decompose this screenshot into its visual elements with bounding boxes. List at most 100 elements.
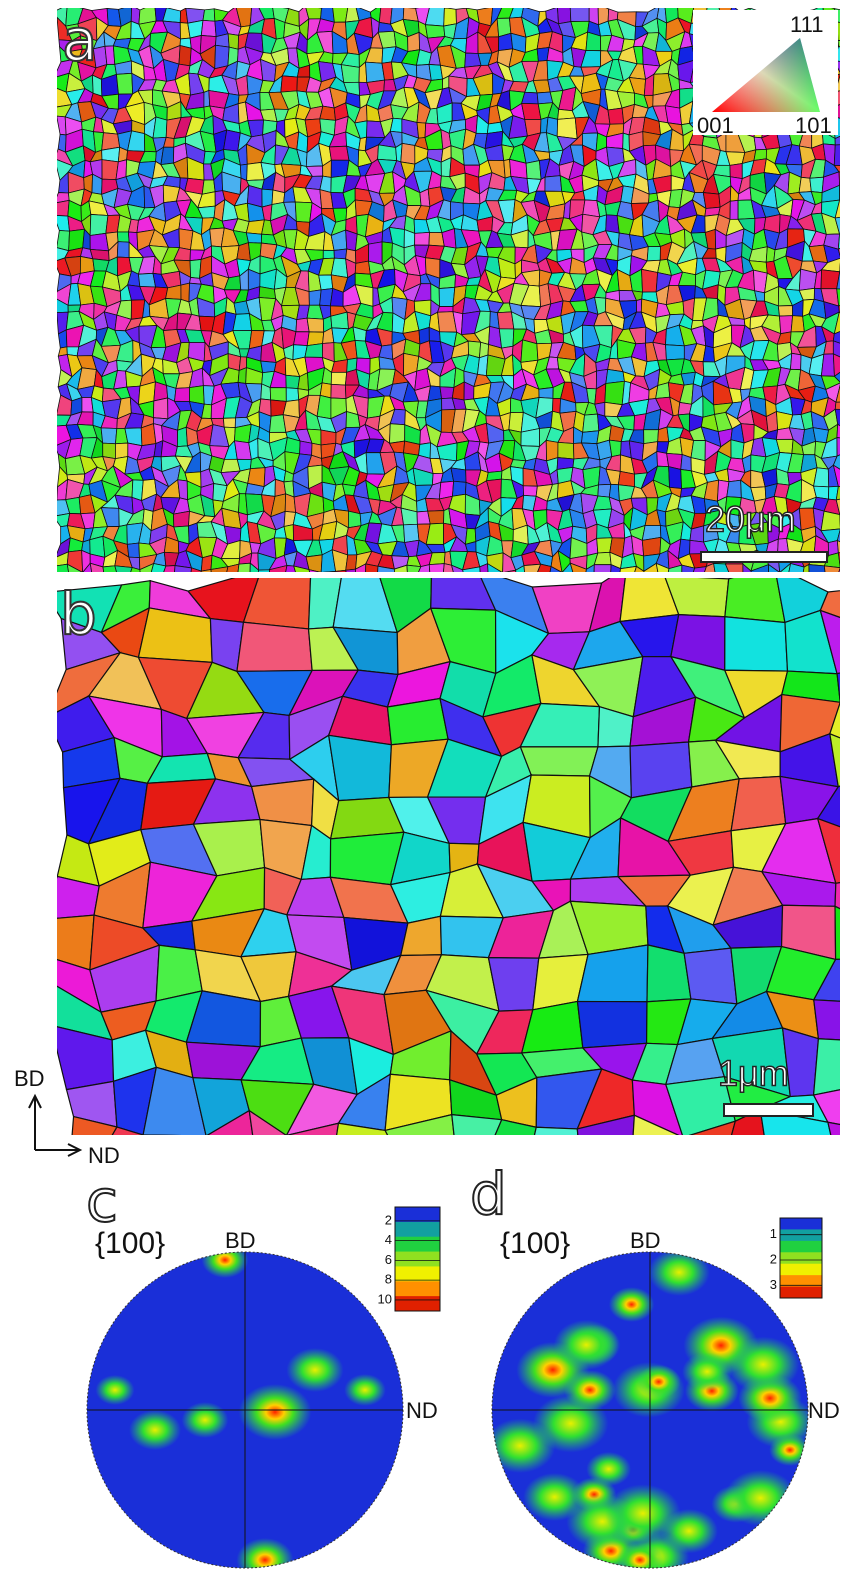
grain	[750, 564, 770, 572]
panel-label: c	[86, 1167, 118, 1235]
grain	[186, 1176, 261, 1214]
grain	[443, 563, 454, 572]
grain	[809, 176, 825, 194]
legend-label: 111	[790, 12, 823, 37]
grain	[617, 470, 635, 488]
grain	[688, 1120, 737, 1135]
intensity-blob	[586, 1451, 632, 1487]
grain	[378, 8, 393, 25]
legend-label: 101	[795, 113, 832, 138]
grain	[779, 562, 792, 572]
grain	[102, 442, 116, 460]
panel-label: b	[60, 580, 97, 648]
grain	[836, 539, 840, 554]
grain	[593, 564, 612, 572]
grain	[57, 563, 69, 572]
grain	[836, 271, 840, 290]
grain	[414, 231, 430, 246]
colorbar-label: 3	[770, 1277, 777, 1292]
grain	[114, 565, 133, 572]
pole-label: ND	[406, 1398, 438, 1423]
grain	[836, 437, 840, 457]
grain	[220, 458, 241, 474]
grain	[304, 343, 323, 358]
intensity-blob	[523, 1472, 586, 1522]
grain	[544, 175, 563, 192]
grain	[139, 562, 155, 572]
grain	[427, 510, 445, 525]
grain	[174, 387, 190, 402]
axis-label: BD	[14, 1066, 45, 1091]
grain	[729, 199, 739, 220]
axes-arrows	[28, 1093, 83, 1157]
grain	[820, 375, 840, 391]
grain	[813, 999, 840, 1041]
grain	[724, 563, 744, 572]
grain	[237, 562, 251, 572]
colorbar-band	[780, 1263, 822, 1276]
grain	[829, 732, 840, 788]
pole-label: BD	[630, 1228, 661, 1253]
grain	[569, 8, 590, 22]
grain	[754, 290, 765, 302]
grain	[834, 881, 840, 910]
grain	[222, 417, 236, 429]
grain	[89, 232, 110, 252]
grain	[200, 554, 213, 572]
grain	[812, 958, 840, 1002]
grain	[837, 247, 840, 258]
grain	[604, 380, 625, 406]
grain	[569, 562, 587, 572]
grain	[116, 72, 134, 95]
grain	[249, 562, 259, 572]
grain	[498, 32, 514, 52]
grain	[646, 246, 661, 262]
colorbar-band	[780, 1286, 822, 1299]
grain	[174, 565, 192, 572]
grain	[214, 44, 230, 70]
grain	[832, 454, 840, 470]
grain	[519, 746, 599, 777]
grain	[347, 510, 362, 529]
grain	[834, 905, 840, 961]
grain	[100, 427, 118, 445]
grain	[730, 439, 745, 460]
grain	[479, 563, 489, 572]
grain	[838, 305, 840, 314]
panel-label: d	[470, 1160, 507, 1228]
scale-bar	[700, 551, 828, 563]
grain	[394, 564, 408, 572]
grain	[729, 163, 743, 180]
axis-label: ND	[88, 1143, 120, 1168]
grain	[236, 621, 313, 673]
grain	[180, 282, 190, 303]
grain	[206, 1109, 254, 1135]
grain	[808, 564, 826, 572]
grain	[400, 142, 416, 165]
grain	[641, 268, 659, 293]
grain	[521, 91, 539, 105]
grain	[163, 565, 176, 572]
scale-bar-label: 1μm	[718, 1053, 789, 1094]
grain	[632, 1161, 680, 1218]
grain	[450, 467, 467, 483]
grain	[667, 564, 683, 572]
grain	[839, 262, 840, 273]
grain	[557, 441, 575, 460]
panel-label: a	[62, 6, 98, 74]
grain	[293, 331, 310, 347]
colorbar-band	[395, 1296, 440, 1312]
colorbar-c: 2 4 6 8 10	[378, 1206, 441, 1312]
grain	[837, 552, 840, 569]
grain	[704, 562, 716, 572]
intensity-blob	[95, 1375, 135, 1405]
grain	[641, 536, 662, 557]
grain	[151, 1172, 204, 1214]
grain	[837, 233, 840, 250]
grain	[439, 386, 455, 400]
colorbar-band	[780, 1275, 822, 1288]
grain	[835, 485, 840, 501]
pole-figure-d	[491, 1251, 809, 1569]
pole-figure-c	[86, 1251, 404, 1569]
grain	[89, 562, 105, 572]
